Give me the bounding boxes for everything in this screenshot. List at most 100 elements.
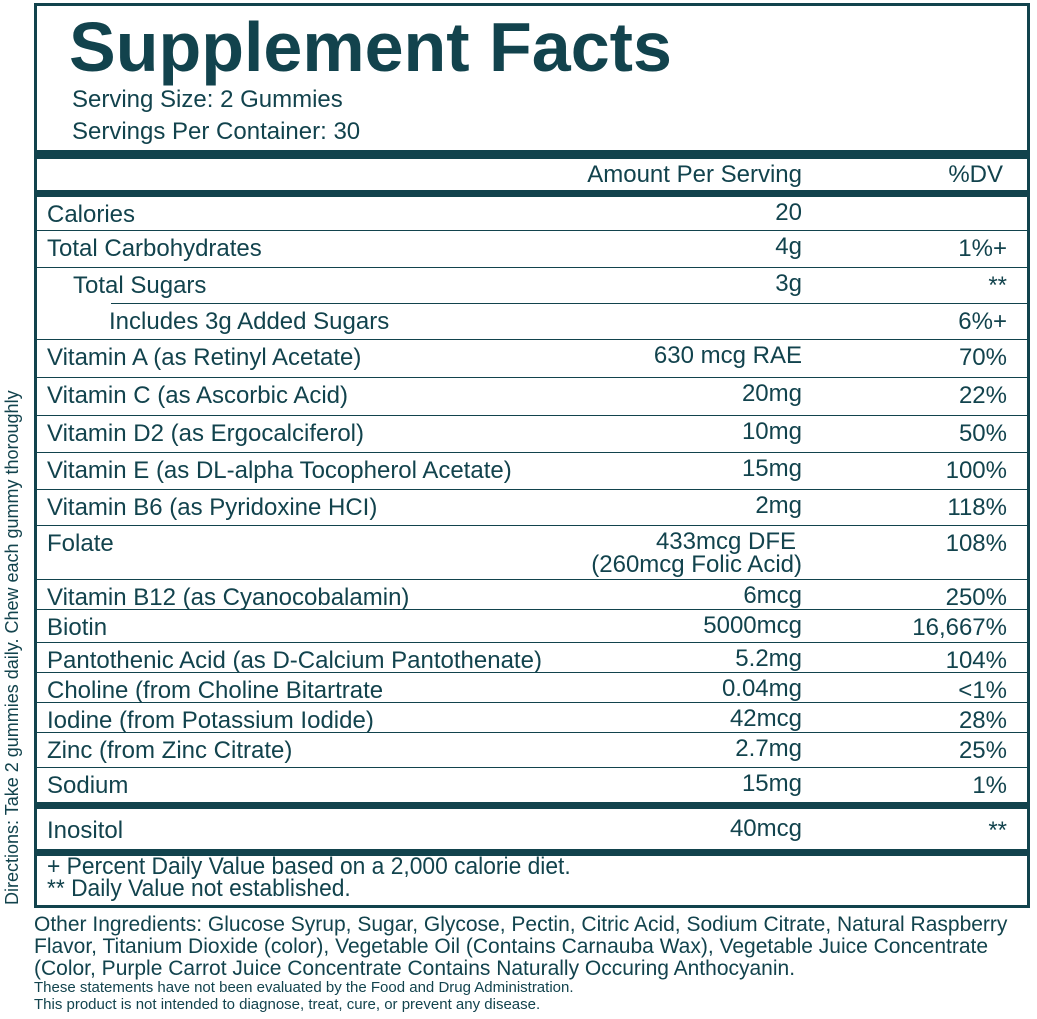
row-divider	[37, 766, 1027, 768]
other-ingredients: Other Ingredients: Glucose Syrup, Sugar,…	[34, 913, 1008, 980]
nutrient-dv: 118%	[947, 494, 1007, 521]
nutrient-row: Choline (from Choline Bitartrate 0.04mg <1…	[37, 673, 1027, 704]
nutrient-amount: 15mg	[741, 455, 802, 482]
nutrient-row: Sodium 15mg 1%	[37, 768, 1027, 806]
nutrient-amount: 5.2mg	[735, 645, 802, 672]
nutrient-name: Calories	[47, 201, 136, 228]
nutrient-name: Includes 3g Added Sugars	[109, 308, 390, 335]
nutrient-row: Iodine (from Potassium Iodide) 42mcg 28%	[37, 703, 1027, 734]
footnote-dv-not-established: ** Daily Value not established.	[47, 875, 351, 902]
header-dv: %DV	[948, 161, 1003, 188]
nutrient-amount: 10mg	[741, 418, 802, 445]
nutrient-row: Total Carbohydrates 4g 1%+	[37, 231, 1027, 268]
divider-thick	[37, 802, 1027, 809]
nutrient-row: Vitamin B6 (as Pyridoxine HCI) 2mg 118%	[37, 490, 1027, 526]
nutrient-amount: 4g	[775, 233, 802, 260]
header-amount: Amount Per Serving	[587, 161, 802, 188]
row-divider	[37, 608, 1027, 610]
nutrient-amount: 20	[775, 199, 802, 226]
divider-thick	[37, 150, 1027, 159]
nutrient-dv: 108%	[945, 530, 1007, 557]
nutrient-row: Includes 3g Added Sugars 6%+	[37, 304, 1027, 340]
row-divider	[37, 451, 1027, 453]
nutrient-name: Vitamin C (as Ascorbic Acid)	[47, 382, 348, 409]
nutrient-dv: 1%+	[958, 235, 1007, 262]
nutrient-amount: 20mg	[741, 380, 802, 407]
nutrient-row: Vitamin C (as Ascorbic Acid) 20mg 22%	[37, 378, 1027, 416]
nutrient-amount: 433mcg DFE (260mcg Folic Acid)	[591, 528, 802, 578]
fda-disclaimer: These statements have not been evaluated…	[34, 979, 574, 996]
nutrient-dv: 25%	[958, 737, 1007, 764]
nutrient-dv: **	[988, 817, 1007, 844]
nutrient-amount: 40mcg	[729, 815, 802, 842]
row-divider	[37, 488, 1027, 490]
fda-disclaimer: This product is not intended to diagnose…	[34, 996, 541, 1013]
nutrient-name: Biotin	[47, 614, 108, 641]
nutrient-dv: **	[988, 272, 1007, 299]
nutrient-amount: 0.04mg	[721, 675, 802, 702]
directions-text: Directions: Take 2 gummies daily. Chew e…	[2, 390, 22, 905]
row-divider	[111, 302, 1027, 304]
nutrient-amount: 42mcg	[729, 705, 802, 732]
row-divider	[37, 338, 1027, 340]
nutrient-name: Total Sugars	[73, 272, 207, 299]
nutrient-row: Zinc (from Zinc Citrate) 2.7mg 25%	[37, 733, 1027, 768]
row-divider	[37, 641, 1027, 643]
row-divider	[37, 578, 1027, 580]
row-divider	[37, 376, 1027, 378]
row-divider	[37, 701, 1027, 703]
nutrient-row: Vitamin A (as Retinyl Acetate) 630 mcg RA…	[37, 340, 1027, 378]
row-divider	[37, 524, 1027, 526]
nutrient-amount: 3g	[775, 270, 802, 297]
nutrient-dv: 6%+	[958, 308, 1007, 335]
nutrient-name: Vitamin D2 (as Ergocalciferol)	[47, 420, 365, 447]
nutrient-row: Total Sugars 3g **	[37, 268, 1027, 304]
nutrient-amount: 15mg	[741, 770, 802, 797]
nutrient-amount: 630 mcg RAE	[653, 342, 802, 369]
nutrient-name: Vitamin A (as Retinyl Acetate)	[47, 344, 362, 371]
nutrient-row: Vitamin B12 (as Cyanocobalamin) 6mcg 250%	[37, 580, 1027, 611]
nutrient-dv: 250%	[945, 584, 1007, 611]
nutrient-name: Iodine (from Potassium Iodide)	[47, 707, 374, 734]
nutrient-name: Pantothenic Acid (as D-Calcium Pantothen…	[47, 647, 542, 674]
nutrient-name: Zinc (from Zinc Citrate)	[47, 737, 293, 764]
nutrient-amount: 433mcg DFE	[655, 528, 796, 555]
nutrient-row: Vitamin D2 (as Ergocalciferol) 10mg 50%	[37, 416, 1027, 453]
nutrient-dv: 50%	[958, 420, 1007, 447]
nutrient-name: Choline (from Choline Bitartrate	[47, 677, 384, 704]
row-divider	[37, 266, 1027, 268]
panel-title: Supplement Facts	[69, 8, 672, 86]
footnotes: + Percent Daily Value based on a 2,000 c…	[47, 853, 571, 902]
nutrient-name: Vitamin E (as DL-alpha Tocopherol Acetat…	[47, 457, 512, 484]
nutrient-dv: <1%	[958, 677, 1007, 704]
nutrient-amount: 2mg	[755, 492, 802, 519]
nutrient-name: Vitamin B6 (as Pyridoxine HCI)	[47, 494, 378, 521]
footnote-percent-dv: + Percent Daily Value based on a 2,000 c…	[47, 853, 571, 880]
nutrient-row: Calories 20	[37, 197, 1027, 231]
row-divider	[37, 414, 1027, 416]
divider-thick	[37, 849, 1027, 856]
row-divider	[37, 731, 1027, 733]
row-divider	[37, 671, 1027, 673]
serving-size: Serving Size: 2 Gummies	[72, 86, 343, 113]
nutrient-dv: 104%	[945, 647, 1007, 674]
supplement-facts-panel: Supplement Facts Serving Size: 2 Gummies…	[34, 3, 1030, 908]
nutrient-dv: 28%	[958, 707, 1007, 734]
nutrient-amount-detail: (260mcg Folic Acid)	[591, 551, 802, 578]
nutrient-dv: 16,667%	[912, 614, 1007, 641]
nutrient-dv: 22%	[958, 382, 1007, 409]
nutrient-amount: 5000mcg	[703, 612, 802, 639]
nutrient-amount: 6mcg	[743, 582, 802, 609]
nutrient-row: Pantothenic Acid (as D-Calcium Pantothen…	[37, 643, 1027, 674]
nutrient-name: Sodium	[47, 772, 129, 799]
nutrient-name: Folate	[47, 530, 114, 557]
nutrient-row: Biotin 5000mcg 16,667%	[37, 610, 1027, 643]
nutrient-name: Inositol	[47, 817, 124, 844]
nutrient-row: Inositol 40mcg **	[37, 813, 1027, 848]
nutrient-dv: 1%	[972, 772, 1007, 799]
servings-per-container: Servings Per Container: 30	[72, 118, 361, 145]
nutrient-dv: 70%	[958, 344, 1007, 371]
nutrient-name: Vitamin B12 (as Cyanocobalamin)	[47, 584, 410, 611]
nutrient-row: Vitamin E (as DL-alpha Tocopherol Acetat…	[37, 453, 1027, 490]
row-divider	[37, 229, 1027, 231]
